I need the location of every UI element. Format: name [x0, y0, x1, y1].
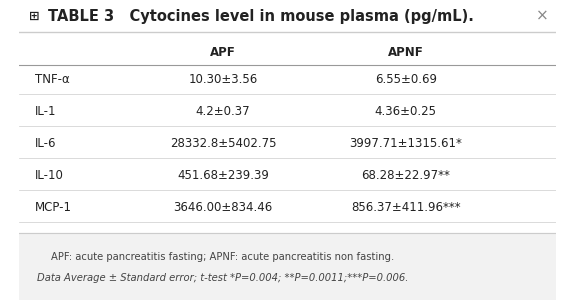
Text: APNF: APNF — [388, 46, 424, 59]
Text: TABLE 3   Cytocines level in mouse plasma (pg/mL).: TABLE 3 Cytocines level in mouse plasma … — [48, 9, 474, 24]
Text: Data Average ± Standard error; t-test *P=0.004; **P=0.0011;***P=0.006.: Data Average ± Standard error; t-test *P… — [37, 273, 409, 284]
Bar — [19, 232, 556, 300]
Text: 3997.71±1315.61*: 3997.71±1315.61* — [349, 137, 462, 150]
Text: 3646.00±834.46: 3646.00±834.46 — [174, 201, 273, 214]
Text: IL-6: IL-6 — [35, 137, 56, 150]
Text: 68.28±22.97**: 68.28±22.97** — [361, 169, 450, 182]
Text: 6.55±0.69: 6.55±0.69 — [375, 73, 437, 86]
Text: 28332.8±5402.75: 28332.8±5402.75 — [170, 137, 276, 150]
Text: 4.2±0.37: 4.2±0.37 — [196, 105, 251, 118]
Text: APF: acute pancreatitis fasting; APNF: acute pancreatitis non fasting.: APF: acute pancreatitis fasting; APNF: a… — [52, 251, 395, 262]
Text: IL-10: IL-10 — [35, 169, 64, 182]
Text: 4.36±0.25: 4.36±0.25 — [375, 105, 437, 118]
Text: MCP-1: MCP-1 — [35, 201, 72, 214]
Text: 10.30±3.56: 10.30±3.56 — [188, 73, 257, 86]
Text: ⊞: ⊞ — [29, 10, 40, 23]
Text: TNF-α: TNF-α — [35, 73, 70, 86]
Text: ×: × — [536, 9, 548, 24]
Text: 856.37±411.96***: 856.37±411.96*** — [351, 201, 460, 214]
Text: APF: APF — [210, 46, 236, 59]
Text: 451.68±239.39: 451.68±239.39 — [177, 169, 269, 182]
Text: IL-1: IL-1 — [35, 105, 56, 118]
